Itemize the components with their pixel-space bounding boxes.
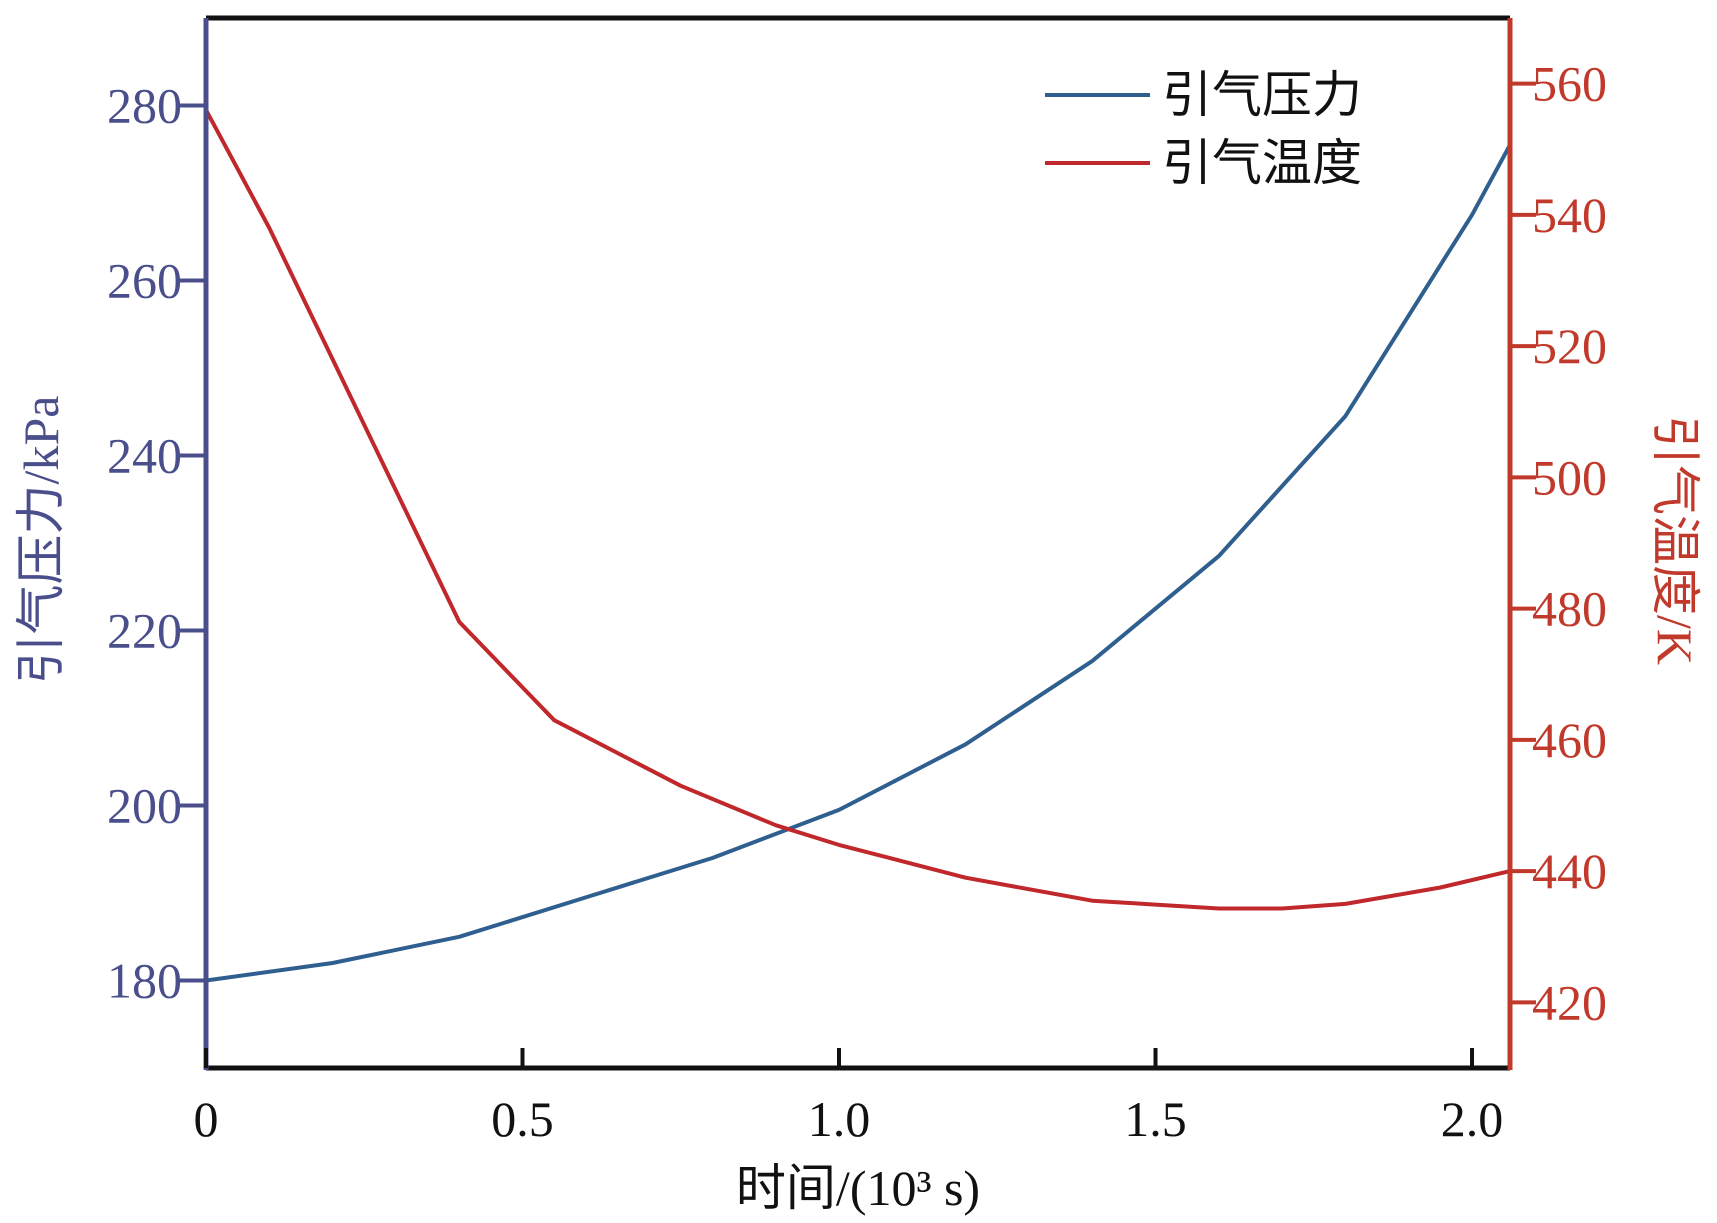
x-tick-label: 2.0 (1441, 1091, 1504, 1147)
legend-label: 引气压力 (1162, 66, 1362, 124)
left-y-tick-label: 240 (107, 428, 182, 484)
x-tick-label: 0.5 (491, 1091, 554, 1147)
series-line-temperature (204, 107, 1512, 911)
left-y-tick-label: 220 (107, 603, 182, 659)
x-tick-label: 0 (194, 1091, 219, 1147)
right-y-tick-label: 420 (1532, 974, 1607, 1030)
left-y-tick-label: 180 (107, 953, 182, 1009)
right-y-tick-label: 500 (1532, 449, 1607, 505)
left-y-tick-label: 200 (107, 778, 182, 834)
right-y-axis-label: 引气温度/K (1647, 415, 1703, 665)
right-y-tick-label: 440 (1532, 843, 1607, 899)
series-line-pressure (204, 142, 1512, 983)
legend-label: 引气温度 (1162, 134, 1362, 192)
left-y-axis-label: 引气压力/kPa (13, 396, 69, 685)
right-y-tick-label: 540 (1532, 187, 1607, 243)
plot-area (204, 107, 1512, 983)
left-y-tick-label: 260 (107, 253, 182, 309)
x-tick-label: 1.5 (1124, 1091, 1187, 1147)
right-y-tick-label: 520 (1532, 318, 1607, 374)
right-y-tick-label: 480 (1532, 581, 1607, 637)
right-y-tick-label: 460 (1532, 712, 1607, 768)
axes: 0 0.5 1.0 1.5 2.0 180 200 220 240 260 280 420 440 460… (13, 15, 1703, 1216)
x-tick-label: 1.0 (808, 1091, 871, 1147)
x-axis-label: 时间/(10³ s) (736, 1160, 980, 1216)
left-y-tick-label: 280 (107, 78, 182, 134)
right-y-tick-label: 560 (1532, 56, 1607, 112)
